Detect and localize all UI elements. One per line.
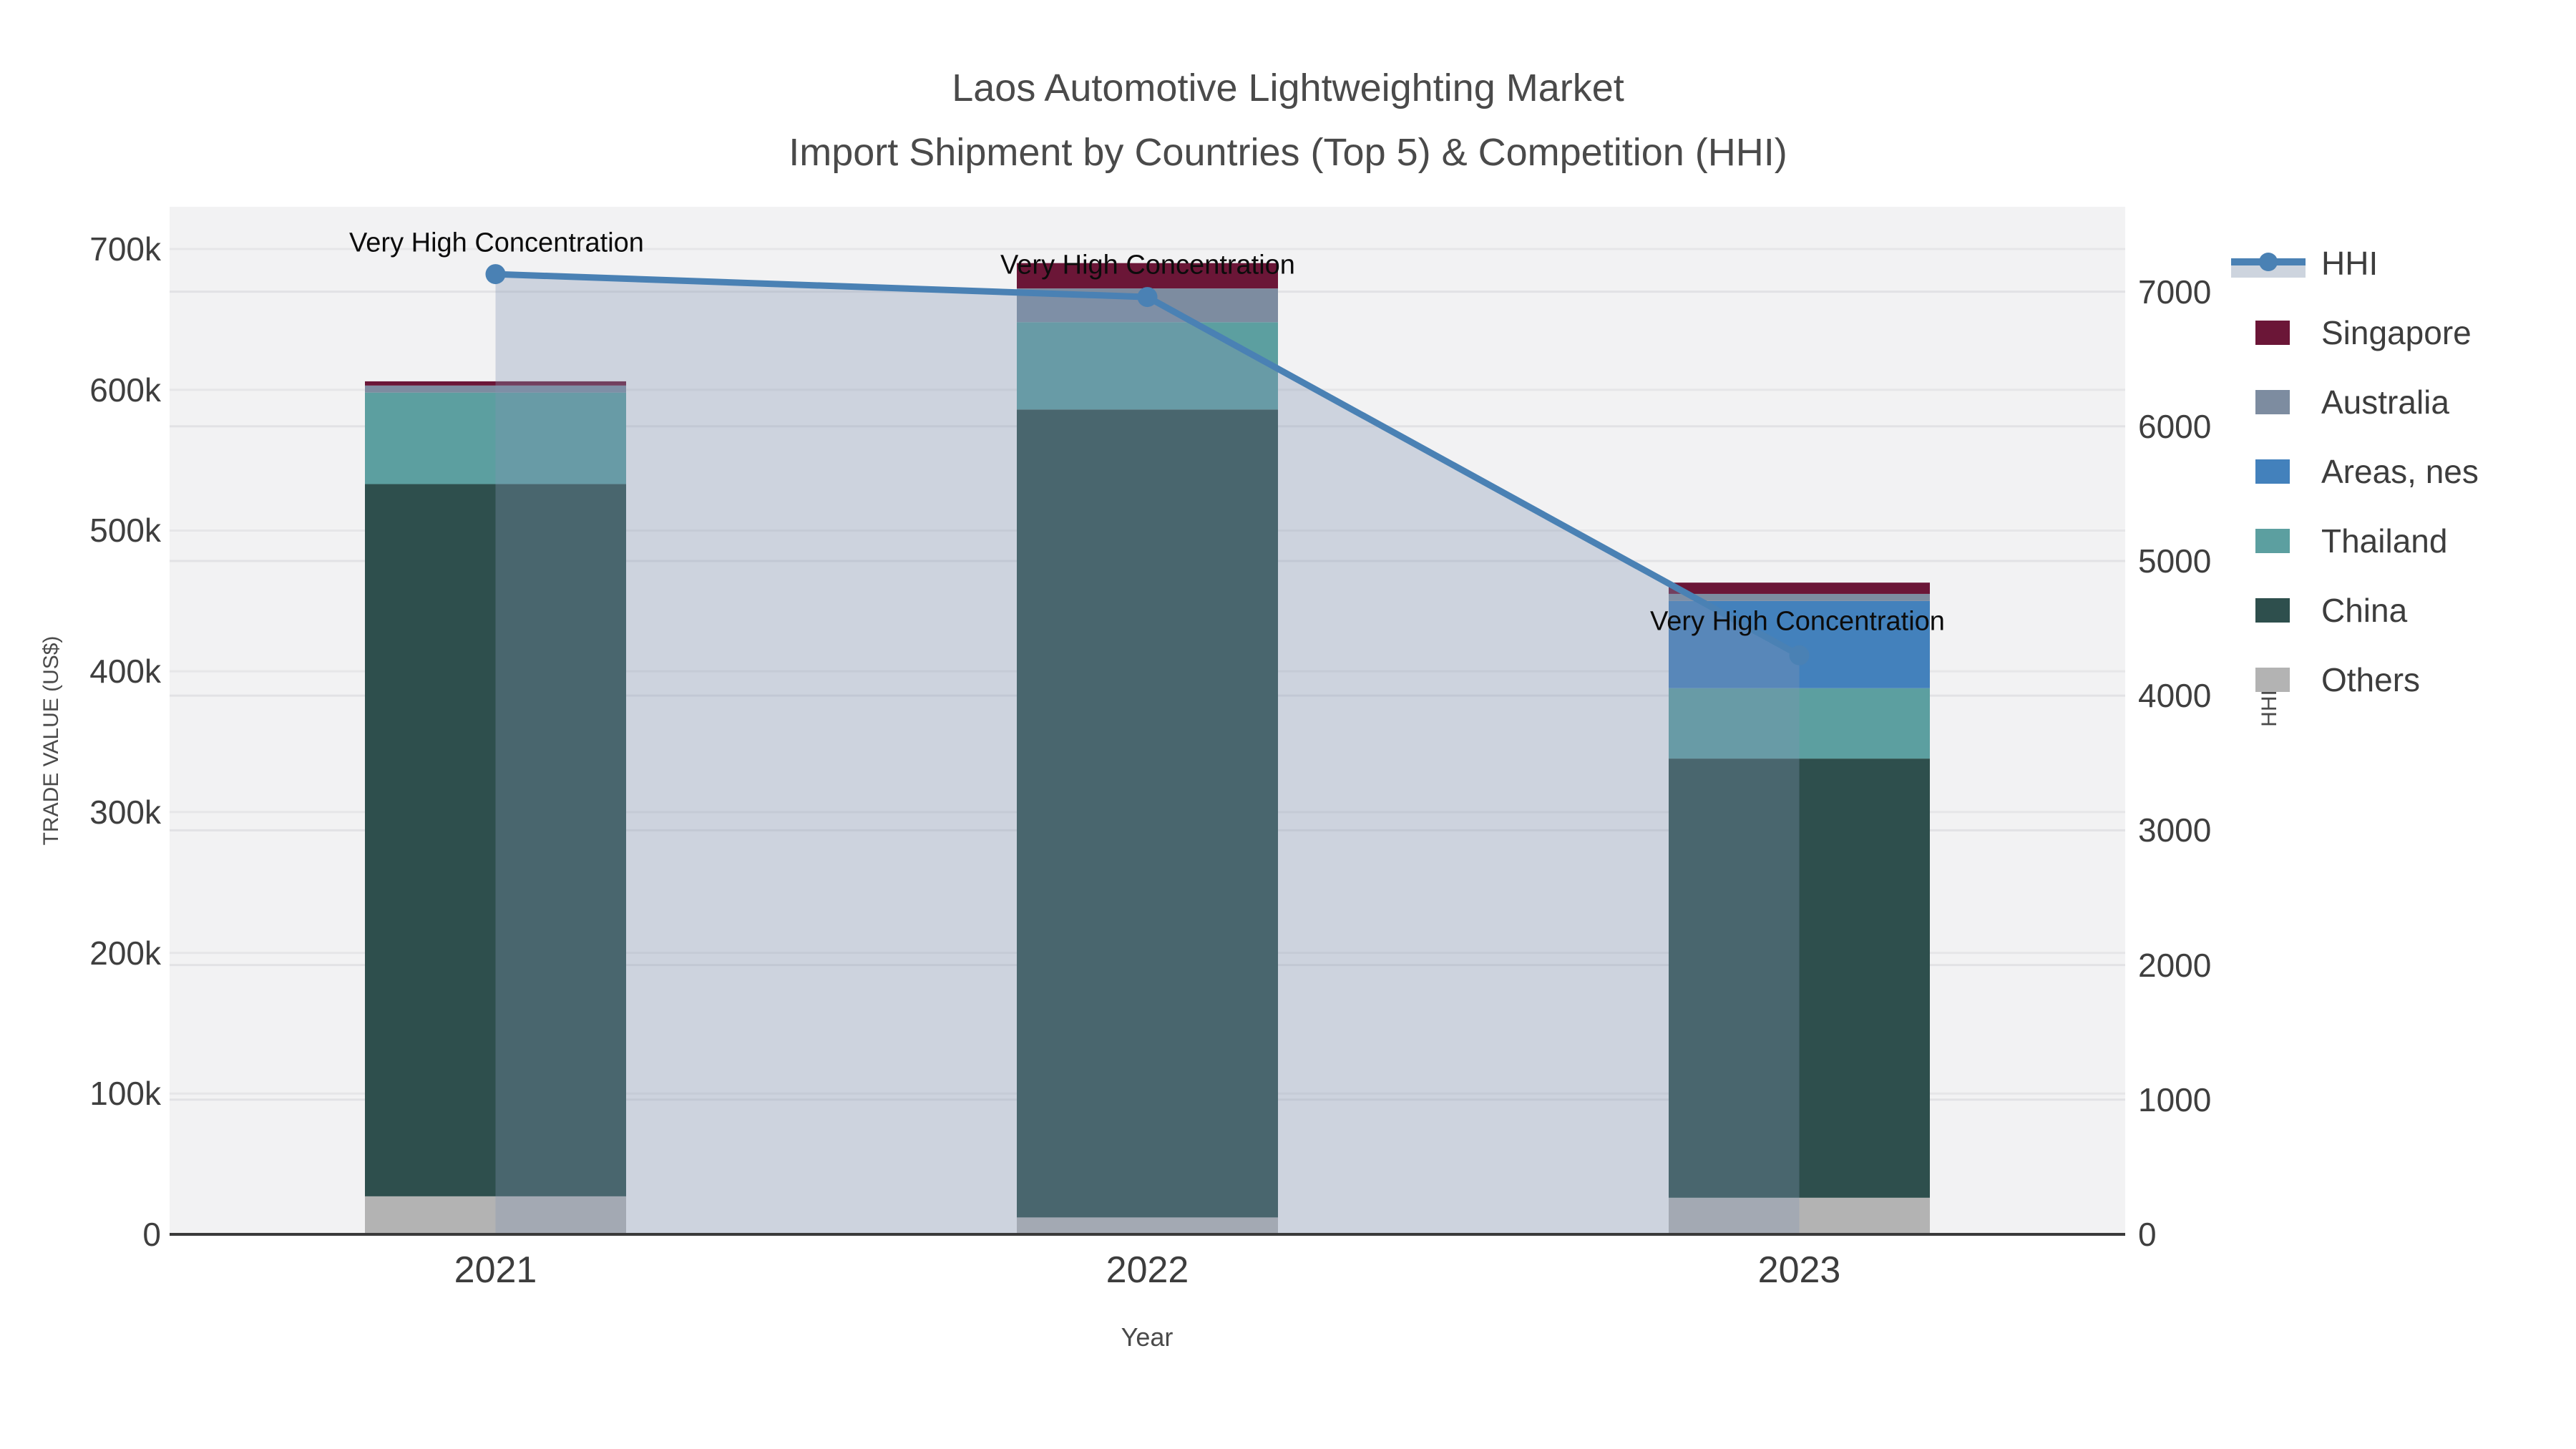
- hhi-marker-2022[interactable]: [1137, 287, 1158, 308]
- bar-segment-2021-china[interactable]: [365, 484, 626, 1196]
- legend-label: China: [2321, 591, 2408, 629]
- chart-title-line-1: Laos Automotive Lightweighting Market: [952, 67, 1624, 109]
- bar-segment-2022-singapore[interactable]: [1017, 263, 1278, 289]
- color-swatch-icon: [2255, 320, 2290, 345]
- color-swatch-icon: [2255, 459, 2290, 484]
- legend-item-australia[interactable]: Australia: [2231, 367, 2479, 436]
- y-left-tick-label: 400k: [89, 653, 161, 691]
- y-right-tick-label: 6000: [2138, 407, 2212, 445]
- bar-segment-2022-china[interactable]: [1017, 409, 1278, 1218]
- y-right-tick-label: 0: [2138, 1216, 2157, 1253]
- y-right-tick-label: 2000: [2138, 946, 2212, 984]
- x-axis-title: Year: [1121, 1322, 1174, 1352]
- x-tick-label-2023: 2023: [1757, 1249, 1841, 1291]
- chart-title: Laos Automotive Lightweighting Market Im…: [0, 56, 2576, 185]
- color-swatch-icon: [2255, 597, 2290, 623]
- bar-segment-2021-australia[interactable]: [365, 385, 626, 393]
- bar-segment-2023-singapore[interactable]: [1669, 582, 1930, 594]
- y-left-tick-label: 700k: [89, 230, 161, 268]
- y-left-tick-label: 300k: [89, 793, 161, 831]
- legend-label: Australia: [2321, 383, 2449, 421]
- color-swatch-icon: [2255, 667, 2290, 692]
- y-right-tick-label: 3000: [2138, 811, 2212, 849]
- y-left-tick-label: 200k: [89, 934, 161, 972]
- y-right-tick-label: 7000: [2138, 273, 2212, 311]
- plot-svg: [170, 248, 2125, 1236]
- legend-item-china[interactable]: China: [2231, 575, 2479, 645]
- y-left-tick-label: 600k: [89, 371, 161, 409]
- legend-label: Thailand: [2321, 522, 2448, 560]
- legend-swatch-box: [2231, 317, 2306, 348]
- bar-segment-2023-thailand[interactable]: [1669, 688, 1930, 759]
- y-right-tick-label: 5000: [2138, 542, 2212, 580]
- y-left-tick-label: 0: [142, 1216, 161, 1253]
- bar-segment-2022-thailand[interactable]: [1017, 322, 1278, 410]
- legend-item-others[interactable]: Others: [2231, 645, 2479, 714]
- legend-label: Singapore: [2321, 313, 2472, 351]
- hhi-area-fill: [495, 274, 1800, 1234]
- legend-label: HHI: [2321, 244, 2379, 282]
- legend-item-hhi[interactable]: HHI: [2231, 228, 2479, 298]
- legend-item-singapore[interactable]: Singapore: [2231, 298, 2479, 367]
- bar-segment-2023-others[interactable]: [1669, 1197, 1930, 1234]
- legend-item-thailand[interactable]: Thailand: [2231, 506, 2479, 575]
- legend: HHI Singapore Australia Areas, nes Thailand C…: [2231, 228, 2479, 714]
- plot-area: [170, 207, 2125, 1236]
- bar-segment-2023-australia[interactable]: [1669, 593, 1930, 601]
- bar-segment-2023-areasnes[interactable]: [1669, 600, 1930, 688]
- y-left-axis-title: TRADE VALUE (US$): [39, 635, 63, 846]
- hhi-marker-2021[interactable]: [485, 264, 506, 285]
- legend-swatch-box: [2231, 386, 2306, 418]
- hhi-marker-2023[interactable]: [1789, 645, 1810, 665]
- x-tick-label-2021: 2021: [454, 1249, 537, 1291]
- legend-item-areasnes[interactable]: Areas, nes: [2231, 436, 2479, 506]
- bar-segment-2023-china[interactable]: [1669, 758, 1930, 1198]
- legend-swatch-box: [2231, 595, 2306, 626]
- y-right-tick-label: 1000: [2138, 1080, 2212, 1118]
- legend-swatch-box: [2231, 525, 2306, 557]
- y-right-tick-label: 4000: [2138, 677, 2212, 715]
- color-swatch-icon: [2255, 389, 2290, 414]
- color-swatch-icon: [2255, 528, 2290, 553]
- chart-title-line-2: Import Shipment by Countries (Top 5) & C…: [789, 131, 1787, 174]
- hhi-line-icon: [2231, 248, 2306, 279]
- legend-label: Areas, nes: [2321, 452, 2479, 490]
- legend-label: Others: [2321, 660, 2421, 698]
- y-left-tick-label: 500k: [89, 512, 161, 550]
- bar-segment-2021-thailand[interactable]: [365, 392, 626, 484]
- y-left-tick-label: 100k: [89, 1075, 161, 1113]
- annotation-2021: Very High Concentration: [349, 228, 644, 258]
- bar-segment-2021-others[interactable]: [365, 1196, 626, 1234]
- legend-swatch-box: [2231, 664, 2306, 696]
- bar-segment-2021-singapore[interactable]: [365, 381, 626, 386]
- legend-swatch-box: [2231, 456, 2306, 487]
- hhi-marker-icon: [2259, 252, 2278, 271]
- annotation-2022: Very High Concentration: [1000, 250, 1295, 280]
- bar-segment-2022-others[interactable]: [1017, 1217, 1278, 1234]
- annotation-2023: Very High Concentration: [1650, 606, 1945, 637]
- x-tick-label-2022: 2022: [1106, 1249, 1189, 1291]
